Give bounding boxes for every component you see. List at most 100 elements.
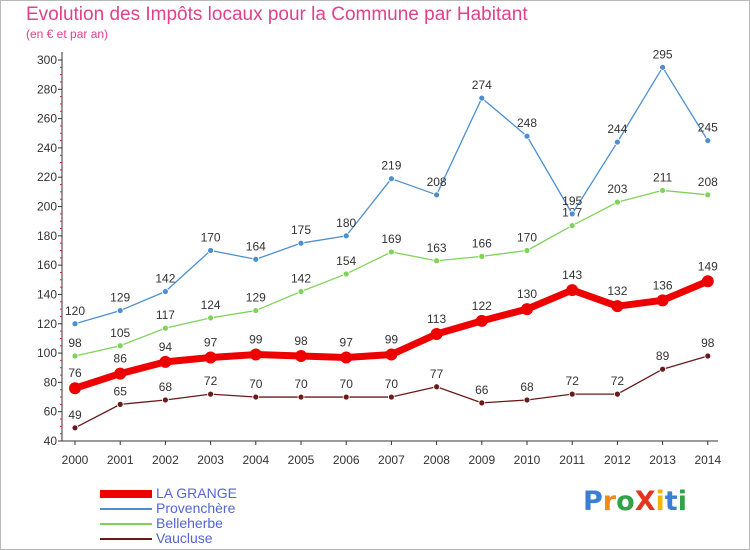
proxiti-logo: ProXiti — [583, 486, 687, 517]
y-tick-label: 240 — [37, 141, 57, 155]
data-label: 66 — [475, 383, 489, 397]
data-point — [614, 390, 621, 398]
series-vaucluse: 49 65 68 72 70 70 70 70 77 66 68 72 72 89 98 — [68, 336, 715, 432]
data-point — [342, 393, 350, 401]
data-label: 70 — [385, 377, 399, 391]
data-point — [659, 365, 666, 373]
data-label: 72 — [566, 374, 580, 388]
data-point — [297, 239, 305, 247]
data-label: 211 — [653, 170, 672, 184]
data-point — [701, 275, 714, 288]
data-label: 169 — [381, 232, 401, 246]
data-point — [478, 399, 486, 407]
data-label: 70 — [340, 377, 354, 391]
data-label: 117 — [156, 308, 175, 322]
data-point — [252, 393, 260, 401]
data-point — [568, 390, 576, 398]
legend-label: Vaucluse — [156, 530, 213, 546]
x-tick-label: 2001 — [107, 453, 134, 467]
data-point — [568, 210, 576, 218]
legend-swatch — [100, 538, 152, 540]
data-label: 68 — [159, 380, 173, 394]
data-point — [342, 232, 350, 240]
data-label: 130 — [517, 287, 537, 301]
data-point — [704, 137, 712, 144]
x-tick-label: 2011 — [559, 453, 585, 467]
data-label: 219 — [381, 159, 401, 173]
data-point — [523, 396, 531, 404]
data-label: 149 — [698, 259, 718, 273]
legend-swatch — [100, 508, 152, 510]
data-point — [114, 367, 127, 380]
data-label: 70 — [249, 377, 263, 391]
x-tick-label: 2006 — [333, 453, 360, 467]
data-point — [297, 393, 305, 401]
x-tick-label: 2008 — [423, 453, 450, 467]
x-tick-label: 2007 — [378, 453, 405, 467]
y-tick-label: 160 — [37, 258, 57, 272]
data-point — [342, 270, 350, 278]
data-point — [611, 300, 624, 313]
data-point — [659, 63, 666, 71]
x-tick-label: 2002 — [152, 453, 179, 467]
y-tick-label: 260 — [37, 112, 57, 126]
data-point — [478, 94, 486, 102]
legend-label: LA GRANGE — [156, 485, 237, 501]
data-point — [297, 288, 305, 295]
x-tick-label: 2013 — [649, 453, 676, 467]
data-point — [614, 138, 621, 146]
data-point — [252, 255, 260, 263]
data-point — [568, 222, 576, 229]
data-label: 65 — [114, 384, 128, 398]
data-label: 136 — [653, 278, 673, 292]
data-label: 132 — [607, 284, 627, 298]
y-tick-label: 300 — [37, 53, 57, 67]
y-tick-label: 220 — [37, 170, 57, 184]
data-point — [614, 198, 621, 206]
data-point — [704, 352, 712, 360]
chart-title: Evolution des Impôts locaux pour la Comm… — [26, 4, 528, 25]
x-tick-label: 2014 — [694, 453, 721, 467]
data-label: 97 — [340, 335, 354, 349]
data-point — [252, 307, 260, 314]
data-label: 203 — [607, 182, 627, 196]
data-label: 180 — [336, 216, 356, 230]
data-point — [523, 247, 531, 254]
series-la-grange: 76 86 94 97 99 98 97 99 113 122 130 143 132 136 149 — [68, 259, 718, 395]
data-label: 208 — [427, 175, 447, 189]
data-label: 97 — [204, 335, 218, 349]
data-point — [430, 328, 443, 341]
series-provenchere: 120 129 142 170 164 175 180 219 208 274 248 195 244 2… — [65, 47, 718, 328]
data-label: 98 — [68, 336, 82, 350]
data-label: 124 — [201, 298, 221, 312]
data-label: 175 — [291, 223, 311, 237]
data-label: 99 — [385, 333, 399, 347]
legend-label: Belleherbe — [156, 515, 223, 531]
data-point — [523, 132, 531, 140]
data-point — [207, 390, 215, 398]
x-tick-label: 2010 — [514, 453, 541, 467]
data-label: 129 — [246, 291, 266, 305]
data-label: 154 — [336, 254, 356, 268]
data-point — [207, 247, 215, 254]
data-label: 49 — [68, 408, 82, 422]
data-point — [387, 393, 395, 401]
logo-letter: P — [583, 486, 603, 517]
y-tick-label: 200 — [37, 200, 57, 214]
data-point — [116, 342, 124, 350]
data-point — [433, 257, 441, 265]
data-point — [161, 396, 169, 404]
data-label: 122 — [472, 299, 492, 313]
logo-letter: t — [664, 486, 678, 517]
data-label: 142 — [291, 272, 311, 286]
logo-letter: i — [655, 486, 665, 517]
chart-subtitle: (en € et par an) — [26, 27, 109, 41]
data-point — [116, 307, 124, 314]
data-point — [387, 248, 395, 256]
data-point — [295, 350, 307, 363]
data-point — [207, 314, 215, 322]
data-label: 68 — [520, 380, 534, 394]
data-label: 248 — [517, 116, 537, 130]
data-point — [566, 284, 579, 297]
data-label: 195 — [562, 194, 582, 208]
